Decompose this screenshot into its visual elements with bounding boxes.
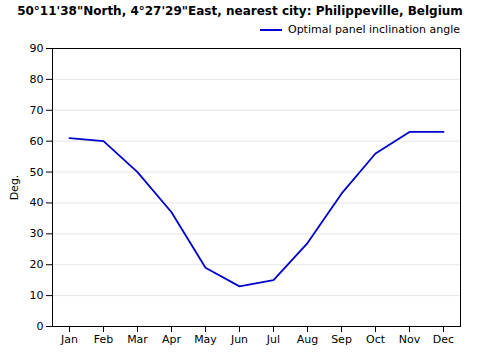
svg-text:80: 80 — [30, 73, 44, 86]
svg-text:Jul: Jul — [266, 333, 280, 346]
svg-text:70: 70 — [30, 104, 44, 117]
svg-text:20: 20 — [30, 258, 44, 271]
html-text:50°11'38"North, 4°27'29"East,: 50°11'38"North, 4°27'29"East, nearest ci… — [17, 4, 463, 18]
svg-text:90: 90 — [30, 42, 44, 55]
svg-text:Feb: Feb — [94, 333, 113, 346]
svg-text:May: May — [194, 333, 217, 346]
svg-text:0: 0 — [37, 320, 44, 333]
svg-text:60: 60 — [30, 135, 44, 148]
svg-text:Apr: Apr — [162, 333, 182, 346]
svg-text:Jun: Jun — [230, 333, 248, 346]
svg-text:Mar: Mar — [127, 333, 148, 346]
svg-text:50: 50 — [30, 166, 44, 179]
svg-text:Deg.: Deg. — [8, 175, 21, 201]
svg-text:Aug: Aug — [297, 333, 318, 346]
svg-text:10: 10 — [30, 289, 44, 302]
svg-text:Nov: Nov — [399, 333, 421, 346]
svg-text:Oct: Oct — [366, 333, 386, 346]
svg-text:30: 30 — [30, 227, 44, 240]
svg-text:Sep: Sep — [331, 333, 352, 346]
svg-text:40: 40 — [30, 196, 44, 209]
svg-text:Jan: Jan — [60, 333, 78, 346]
svg-text:Dec: Dec — [433, 333, 454, 346]
html-text:Optimal panel inclination angl: Optimal panel inclination angle — [288, 23, 460, 36]
